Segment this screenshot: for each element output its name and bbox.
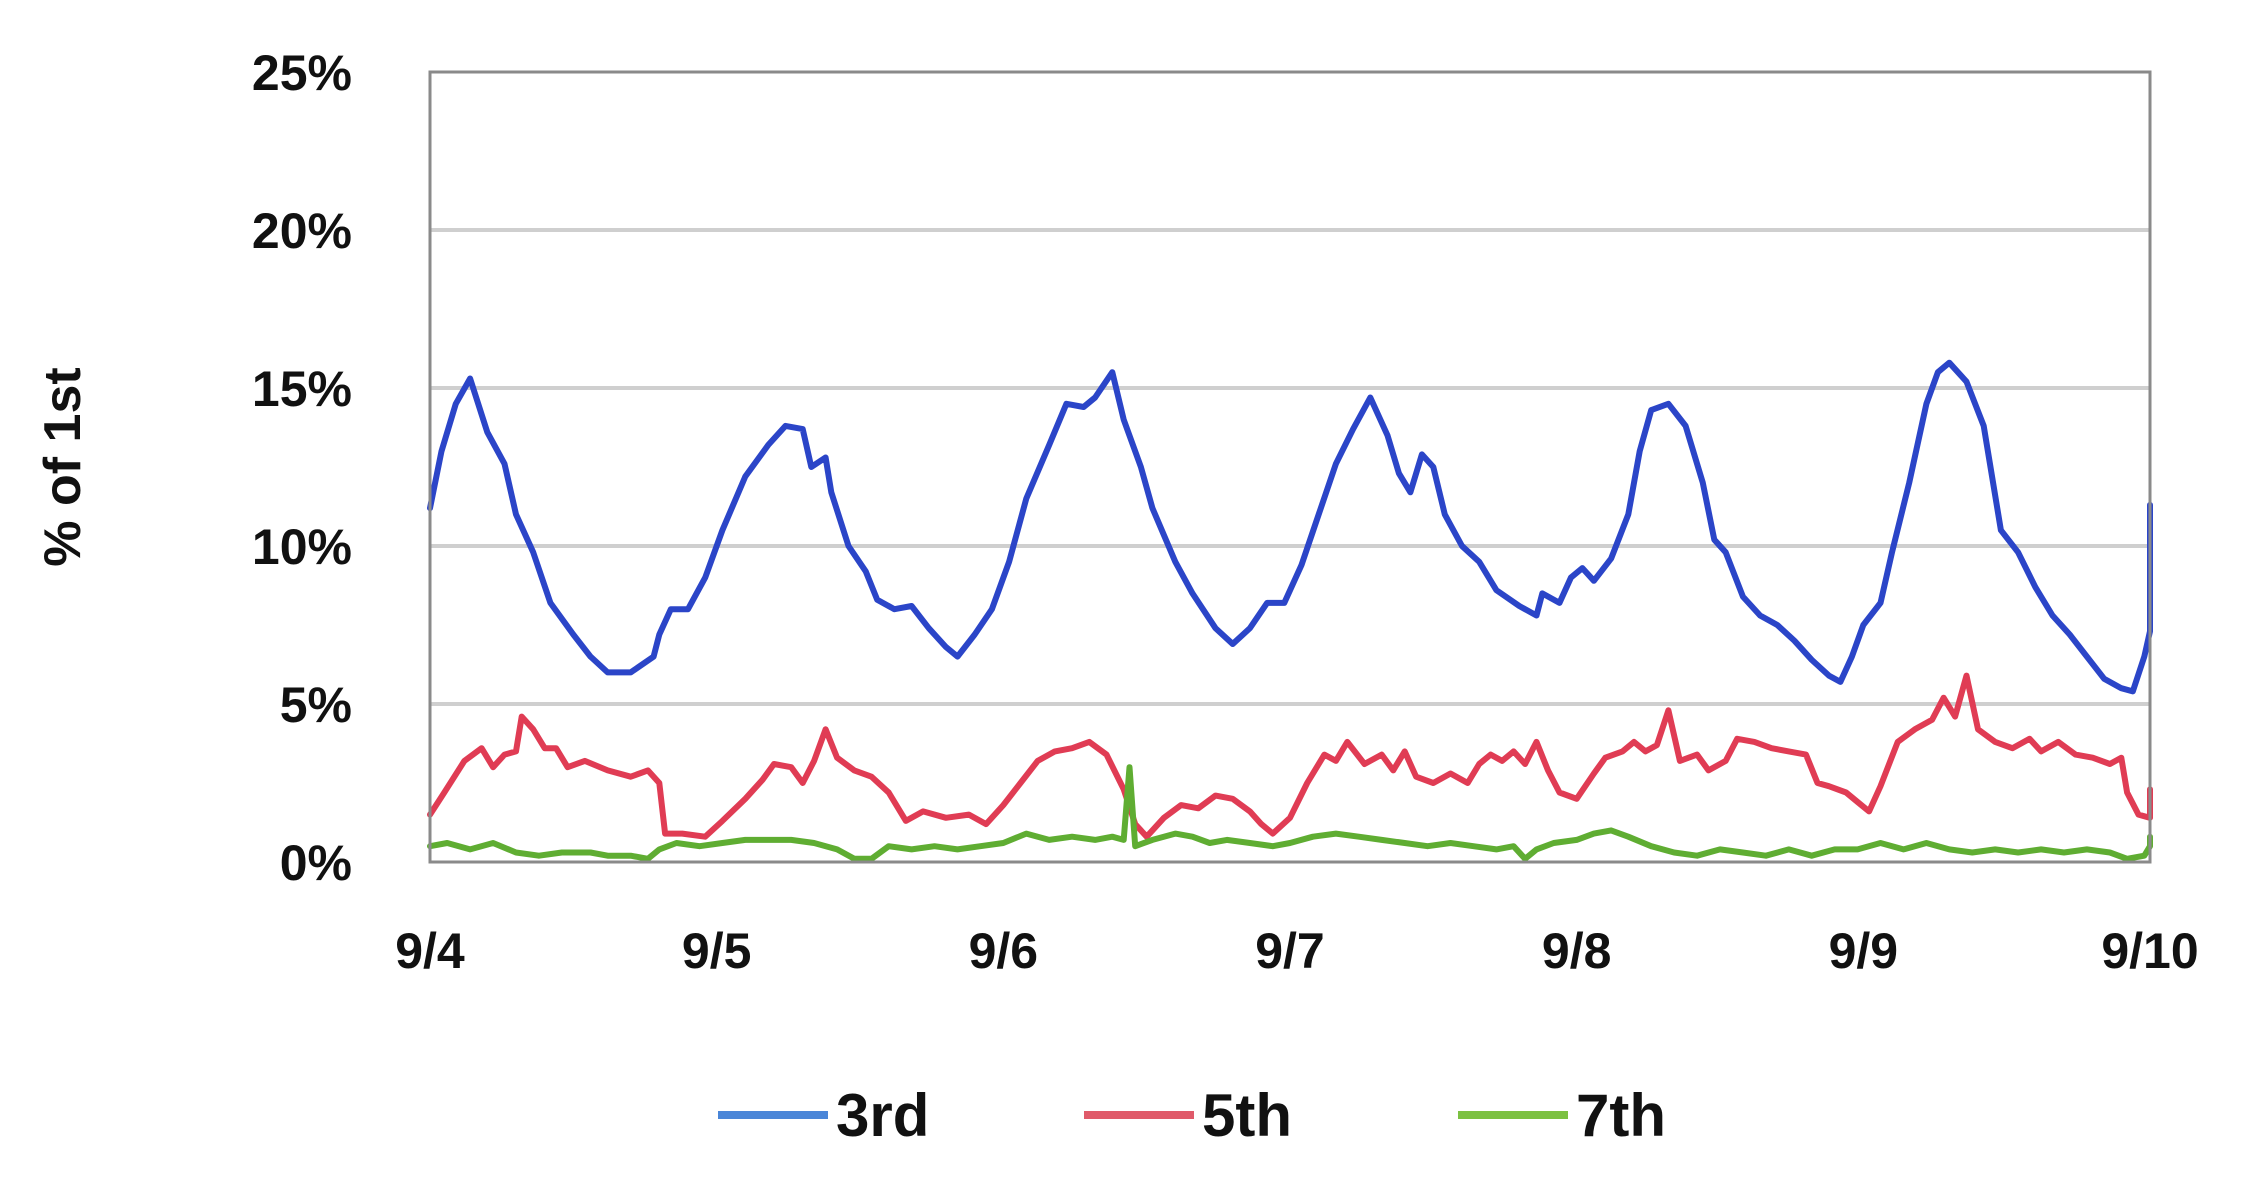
x-tick-label: 9/7 [1255,923,1325,979]
legend-label: 3rd [836,1082,929,1149]
series-line-7th [427,764,2153,862]
plot-area-frame [428,70,2152,864]
y-tick-label: 15% [252,361,352,417]
x-tick-label: 9/4 [395,923,465,979]
x-tick-label: 9/10 [2101,923,2198,979]
x-tick-label: 9/9 [1829,923,1899,979]
y-tick-label: 5% [280,677,352,733]
series-lines [427,359,2153,862]
y-axis-ticks: 0% 5% 10% 15% 20% 25% [252,45,352,891]
legend-label: 7th [1576,1082,1666,1149]
y-tick-label: 20% [252,203,352,259]
series-line-3rd [427,359,2153,695]
x-tick-label: 9/6 [969,923,1039,979]
legend: 3rd 5th 7th [718,1082,1666,1149]
x-axis-ticks: 9/4 9/5 9/6 9/7 9/8 9/9 9/10 [395,923,2198,979]
x-tick-label: 9/8 [1542,923,1612,979]
y-axis-title: % of 1st [34,367,92,566]
legend-label: 5th [1202,1082,1292,1149]
y-tick-label: 0% [280,835,352,891]
y-tick-label: 10% [252,519,352,575]
y-tick-label: 25% [252,45,352,101]
x-tick-label: 9/5 [682,923,752,979]
series-line-5th [427,672,2153,840]
